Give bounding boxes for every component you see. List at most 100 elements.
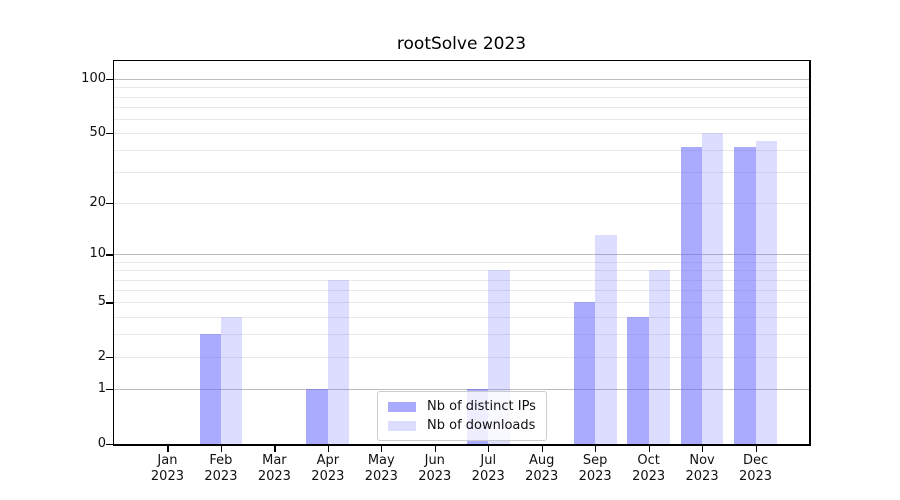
- plot-area: [114, 61, 809, 444]
- x-tick-year: 2023: [311, 469, 345, 484]
- gridline-minor: [114, 172, 809, 174]
- y-tick-mark: [106, 357, 113, 359]
- gridline-major: [114, 254, 809, 256]
- x-tick-year: 2023: [204, 469, 238, 484]
- x-tick-mark: [595, 445, 597, 452]
- gridline-minor: [114, 290, 809, 292]
- bar-downloads: [327, 279, 350, 444]
- x-tick-year: 2023: [632, 469, 666, 484]
- bar-distinct-ips: [199, 334, 221, 444]
- gridline-minor: [114, 261, 809, 263]
- x-tick-mark: [167, 445, 169, 452]
- x-axis-tick-label: Mar 2023: [242, 453, 306, 485]
- y-tick-mark: [106, 444, 113, 446]
- bar-distinct-ips: [573, 302, 596, 444]
- chart-title: rootSolve 2023: [396, 34, 527, 54]
- gridline-minor: [114, 357, 809, 359]
- gridline-minor: [114, 133, 809, 135]
- x-tick-year: 2023: [150, 469, 184, 484]
- x-tick-mark: [434, 445, 436, 452]
- x-tick-month: Apr: [316, 453, 340, 468]
- gridline-minor: [114, 96, 809, 98]
- x-tick-mark: [648, 445, 650, 452]
- bar-downloads: [755, 141, 777, 444]
- y-tick-mark: [106, 389, 113, 391]
- y-axis-tick-label: 5: [97, 294, 106, 310]
- plot-border-top: [113, 59, 810, 61]
- y-axis-line: [112, 59, 114, 446]
- x-tick-mark: [220, 445, 223, 452]
- x-tick-mark: [755, 445, 757, 452]
- bar-downloads: [648, 270, 670, 444]
- bar-distinct-ips: [734, 146, 756, 444]
- x-axis-line: [113, 444, 810, 446]
- x-tick-mark: [488, 445, 490, 452]
- y-tick-mark: [106, 254, 113, 256]
- gridline-minor: [114, 150, 809, 152]
- gridline-minor: [114, 106, 809, 108]
- y-tick-mark: [106, 203, 113, 205]
- x-axis-tick-label: Apr 2023: [296, 453, 360, 485]
- legend-item-downloads: Nb of downloads: [388, 418, 536, 433]
- x-tick-month: May: [367, 453, 395, 468]
- x-tick-mark: [702, 445, 704, 452]
- x-tick-year: 2023: [525, 469, 559, 484]
- legend-label-downloads: Nb of downloads: [427, 418, 536, 433]
- x-tick-month: Jul: [480, 453, 497, 468]
- gridline-minor: [114, 203, 809, 205]
- gridline-minor: [114, 118, 809, 120]
- y-axis-tick-label: 1: [97, 381, 106, 397]
- y-tick-mark: [106, 133, 113, 135]
- legend: Nb of distinct IPs Nb of downloads: [377, 391, 547, 441]
- plot-border-right: [809, 59, 811, 446]
- x-axis-tick-label: Jun 2023: [403, 453, 467, 485]
- x-axis-tick-label: Feb 2023: [189, 453, 253, 485]
- y-axis-tick-label: 20: [89, 195, 106, 211]
- x-axis-tick-label: Nov 2023: [670, 453, 734, 485]
- bar-downloads: [595, 235, 617, 444]
- x-axis-tick-label: Sep 2023: [563, 453, 627, 485]
- bar-downloads: [702, 133, 724, 444]
- bar-distinct-ips: [627, 316, 649, 444]
- legend-label-distinct-ips: Nb of distinct IPs: [427, 399, 536, 414]
- y-axis-tick-label: 10: [89, 246, 106, 262]
- legend-item-distinct-ips: Nb of distinct IPs: [388, 399, 536, 414]
- x-tick-month: Nov: [689, 453, 715, 468]
- gridline-minor: [114, 302, 809, 304]
- x-tick-mark: [327, 445, 330, 452]
- x-axis-tick-label: Dec 2023: [724, 453, 788, 485]
- y-tick-mark: [106, 302, 113, 304]
- x-tick-month: Feb: [209, 453, 233, 468]
- y-axis-tick-label: 2: [97, 349, 106, 365]
- x-tick-year: 2023: [418, 469, 452, 484]
- gridline-minor: [114, 87, 809, 89]
- gridline-minor: [114, 334, 809, 336]
- x-axis-tick-label: Jul 2023: [456, 453, 520, 485]
- x-tick-year: 2023: [578, 469, 612, 484]
- x-tick-mark: [541, 445, 543, 452]
- x-tick-year: 2023: [257, 469, 291, 484]
- x-tick-mark: [381, 445, 383, 452]
- x-tick-year: 2023: [471, 469, 505, 484]
- x-tick-year: 2023: [685, 469, 719, 484]
- x-tick-month: Sep: [582, 453, 608, 468]
- x-axis-tick-label: May 2023: [349, 453, 413, 485]
- y-tick-mark: [106, 79, 113, 81]
- bar-downloads: [220, 316, 243, 444]
- gridline-minor: [114, 279, 809, 281]
- legend-swatch-distinct-ips-icon: [388, 401, 416, 412]
- bar-distinct-ips: [306, 389, 328, 444]
- x-axis-tick-label: Jan 2023: [135, 453, 199, 485]
- y-axis-tick-label: 50: [89, 125, 106, 141]
- gridline-minor: [114, 270, 809, 272]
- x-axis-tick-label: Oct 2023: [617, 453, 681, 485]
- legend-swatch-downloads-icon: [388, 420, 416, 431]
- y-axis-tick-label: 100: [81, 71, 106, 87]
- x-tick-year: 2023: [364, 469, 398, 484]
- x-tick-month: Mar: [262, 453, 287, 468]
- x-tick-month: Aug: [528, 453, 555, 468]
- y-axis-tick-label: 0: [97, 436, 106, 451]
- gridline-minor: [114, 316, 809, 318]
- x-tick-month: Jan: [157, 453, 178, 468]
